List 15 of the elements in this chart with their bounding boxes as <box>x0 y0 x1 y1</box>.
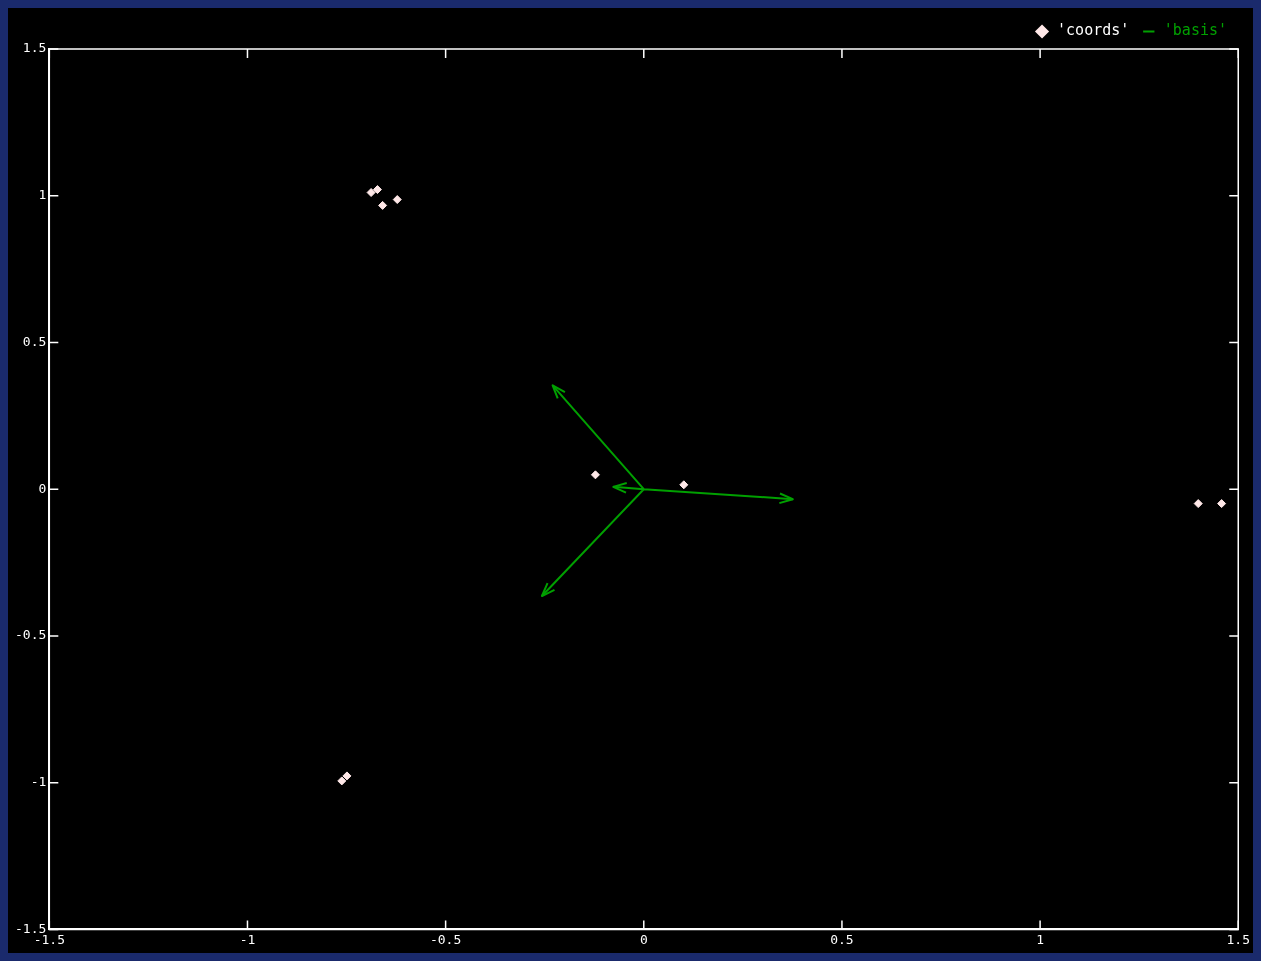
x-tick-label: -1 <box>239 931 256 947</box>
x-tick-label: -0.5 <box>429 931 462 947</box>
y-tick-label: 0 <box>38 480 47 496</box>
y-tick-label: 1 <box>38 187 47 203</box>
x-tick-label: 1.5 <box>1226 931 1250 947</box>
x-tick-label: 0.5 <box>830 931 854 947</box>
legend-label: 'coords' <box>1057 21 1130 40</box>
y-tick-label: -0.5 <box>14 627 47 643</box>
y-tick-label: -1 <box>30 774 47 790</box>
y-tick-label: 1.5 <box>22 40 47 56</box>
y-tick-label: -1.5 <box>14 920 47 936</box>
legend-label: 'basis' <box>1163 21 1227 40</box>
x-tick-label: 0 <box>639 931 648 947</box>
y-tick-label: 0.5 <box>22 333 47 349</box>
x-tick-label: 1 <box>1036 931 1045 947</box>
